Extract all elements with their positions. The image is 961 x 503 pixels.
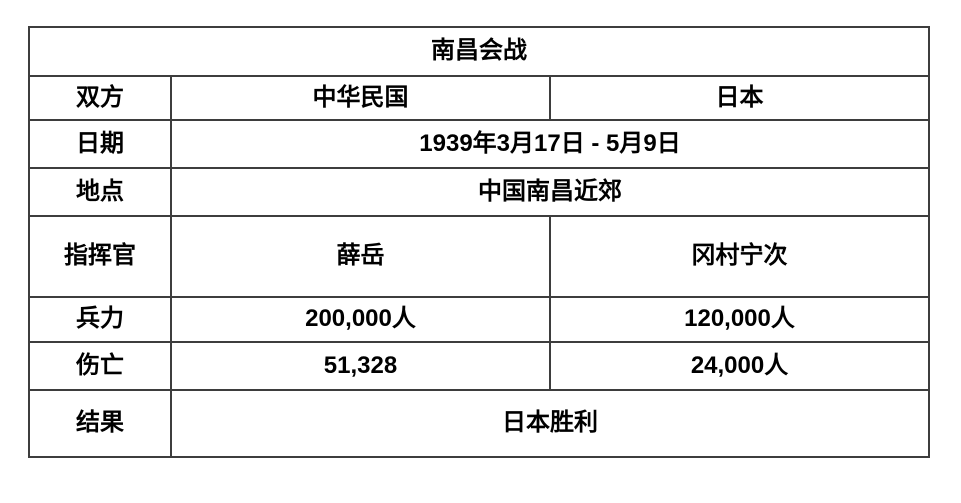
commanders-japan-cell: 冈村宁次 bbox=[548, 215, 931, 298]
casualties-china-cell: 51,328 bbox=[170, 341, 551, 391]
strength-china-cell: 200,000人 bbox=[170, 296, 551, 343]
date-row-label: 日期 bbox=[28, 119, 172, 169]
location-row-label: 地点 bbox=[28, 167, 172, 217]
table-row: 日期 1939年3月17日 - 5月9日 bbox=[28, 119, 931, 169]
table-row: 地点 中国南昌近郊 bbox=[28, 167, 931, 217]
strength-row-label: 兵力 bbox=[28, 296, 172, 343]
table-row: 双方 中华民国 日本 bbox=[28, 75, 931, 121]
table-row: 兵力 200,000人 120,000人 bbox=[28, 296, 931, 343]
sides-japan-cell: 日本 bbox=[548, 75, 931, 121]
location-value-cell: 中国南昌近郊 bbox=[169, 167, 931, 217]
date-value-cell: 1939年3月17日 - 5月9日 bbox=[169, 119, 931, 169]
commanders-china-cell: 薛岳 bbox=[170, 215, 551, 298]
table-row: 伤亡 51,328 24,000人 bbox=[28, 341, 931, 391]
table-title: 南昌会战 bbox=[27, 26, 931, 77]
casualties-row-label: 伤亡 bbox=[28, 341, 172, 391]
table-row: 南昌会战 bbox=[27, 26, 931, 77]
table-row: 结果 日本胜利 bbox=[28, 389, 931, 458]
result-row-label: 结果 bbox=[28, 389, 172, 458]
result-value-cell: 日本胜利 bbox=[169, 389, 931, 458]
commanders-row-label: 指挥官 bbox=[28, 215, 172, 298]
casualties-japan-cell: 24,000人 bbox=[548, 341, 931, 391]
table-row: 指挥官 薛岳 冈村宁次 bbox=[28, 215, 931, 298]
battle-infobox-table: 南昌会战 双方 中华民国 日本 日期 1939年3月17日 - 5月9日 地点 … bbox=[27, 26, 931, 458]
sides-china-cell: 中华民国 bbox=[170, 75, 551, 121]
sides-row-label: 双方 bbox=[28, 75, 172, 121]
strength-japan-cell: 120,000人 bbox=[548, 296, 931, 343]
